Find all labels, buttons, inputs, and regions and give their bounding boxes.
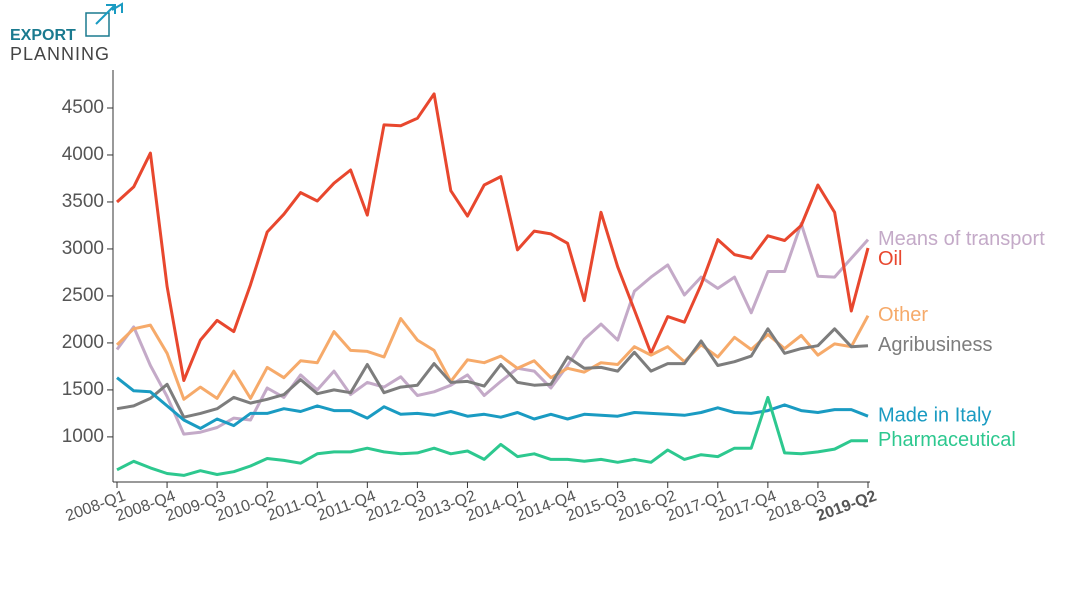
- y-tick-label: 3000: [62, 238, 104, 259]
- series-line: [116, 395, 868, 477]
- logo-bottom: PLANNING: [10, 44, 110, 64]
- logo-top: EXPORT: [10, 27, 76, 44]
- series-line: [115, 314, 870, 401]
- legend-label: Means of transport: [878, 228, 1045, 250]
- series-line: [116, 376, 869, 430]
- y-tick-label: 4000: [62, 144, 104, 165]
- y-tick-label: 3500: [62, 191, 104, 212]
- legend-label: Pharmaceutical: [878, 429, 1016, 451]
- y-tick-label: 2500: [62, 285, 104, 306]
- series-line: [116, 327, 869, 419]
- logo-square: [85, 12, 110, 37]
- y-tick-label: 1000: [62, 426, 104, 447]
- series-line: [115, 92, 870, 382]
- y-tick-label: 4500: [62, 97, 104, 118]
- legend-label: Agribusiness: [878, 334, 993, 356]
- y-tick-label: 2000: [62, 332, 104, 353]
- legend-label: Made in Italy: [878, 405, 991, 427]
- legend-label: Other: [878, 304, 928, 326]
- logo-arrow: [95, 2, 123, 25]
- y-tick-label: 1500: [62, 379, 104, 400]
- legend-label: Oil: [878, 248, 902, 270]
- logo: EXPORT PLANNING: [10, 2, 123, 64]
